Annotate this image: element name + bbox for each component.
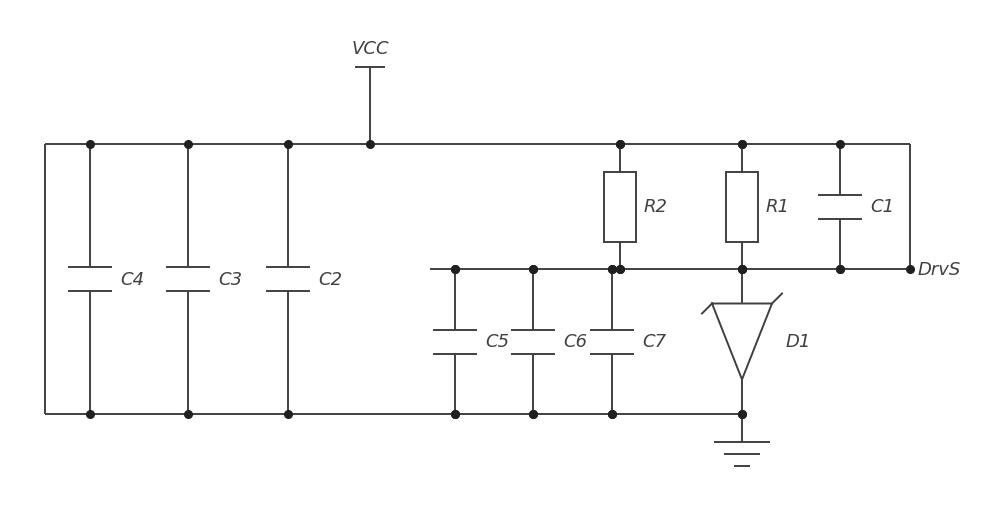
Text: VCC: VCC	[351, 40, 389, 58]
Text: DrvS: DrvS	[918, 261, 961, 278]
Text: C4: C4	[120, 270, 144, 289]
Text: C3: C3	[218, 270, 242, 289]
Bar	[726, 172, 758, 242]
Text: R2: R2	[644, 198, 668, 216]
Text: C2: C2	[318, 270, 342, 289]
Polygon shape	[712, 304, 772, 380]
Text: D1: D1	[786, 333, 811, 351]
Text: C5: C5	[485, 333, 509, 351]
Text: R1: R1	[766, 198, 790, 216]
Text: C6: C6	[563, 333, 587, 351]
Text: C7: C7	[642, 333, 666, 351]
Bar	[604, 172, 636, 242]
Text: C1: C1	[870, 198, 894, 216]
